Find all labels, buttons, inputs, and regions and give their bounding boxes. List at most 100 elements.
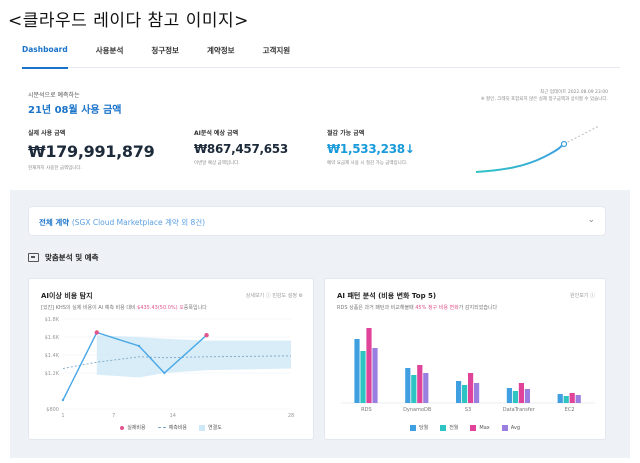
metric-note: 예약 요금제 사용 시 절감 가능 금액입니다. — [327, 161, 408, 166]
chart-legend: 실제비용 예측비용 연결도 — [29, 424, 313, 431]
y-tick-label: $1.8K — [45, 317, 60, 323]
metric-note: 이번달 예상 금액입니다. — [194, 161, 240, 166]
bar-전월 — [411, 375, 417, 403]
legend-label: 실제비용 — [127, 425, 146, 431]
tab-customer-support[interactable]: 고객지원 — [262, 46, 291, 55]
sub-suffix: 증폭입니다 — [183, 305, 207, 311]
legend-item-prev: 전월 — [440, 424, 458, 431]
tab-contract-info[interactable]: 계약정보 — [206, 46, 235, 55]
legend-item-max: Max — [470, 424, 490, 431]
y-tick-label: $1.6K — [45, 335, 60, 341]
y-tick-label: $1.2K — [45, 371, 60, 377]
card-tools[interactable]: 상세보기 ⓘ 민감도 설정 ⚙ — [245, 293, 303, 299]
usage-trend-sparkline — [475, 125, 600, 173]
bar-당월 — [506, 388, 512, 403]
main-nav: Dashboard 사용분석 청구정보 계약정보 고객지원 — [22, 40, 620, 69]
x-tick-label: 7 — [112, 413, 115, 419]
section-header: 맞춤분석 및 예측 — [28, 252, 99, 263]
card-subtitle: RDS 상품은 과거 패턴과 비교해볼때 45% 청구 비용 변화가 감지되었습… — [337, 304, 607, 311]
metric-label: 절감 가능 금액 — [327, 130, 365, 137]
bar-Avg — [575, 395, 581, 403]
summary-side-note: 최근 업데이트 2022.08.09 23:00 ※ 할인, 크레딧 포함되지 … — [448, 90, 608, 104]
section-title: 맞춤분석 및 예측 — [45, 253, 99, 262]
bar-Avg — [474, 383, 480, 403]
card-title: AI이상 비용 탐지 — [41, 292, 93, 300]
legend-label: 연결도 — [208, 425, 222, 431]
confidence-band — [96, 335, 292, 378]
metric-value: ₩867,457,653 — [194, 142, 288, 156]
x-tick-label: EC2 — [565, 407, 575, 413]
legend-label: 전월 — [449, 425, 459, 431]
sub-suffix: 가 감지되었습니다 — [458, 305, 498, 311]
x-tick-label: DynamoDB — [403, 407, 432, 413]
bar-전월 — [563, 396, 569, 403]
legend-item-avg: Avg — [501, 424, 520, 431]
bar-Max — [417, 365, 423, 403]
bar-당월 — [354, 339, 360, 403]
card-tools[interactable]: 원인보기 ⓘ — [570, 293, 595, 299]
anomaly-detection-card: AI이상 비용 탐지 상세보기 ⓘ 민감도 설정 ⚙ [있진] KHS의 실제 … — [28, 278, 314, 440]
image-caption: <클라우드 레이다 참고 이미지> — [8, 11, 249, 31]
data-point-actual — [61, 398, 65, 402]
x-tick-label: RDS — [361, 407, 372, 413]
legend-swatch — [199, 424, 205, 431]
legend-item-forecast: 예측비용 — [157, 424, 187, 431]
chevron-down-icon[interactable]: ⌄ — [587, 215, 595, 225]
bar-Max — [468, 373, 474, 403]
sub-prefix: RDS 상품은 과거 패턴과 비교해볼때 — [337, 305, 416, 311]
analysis-icon — [28, 253, 39, 262]
data-point-actual — [94, 330, 99, 335]
contract-filter-main: 전체 계약 — [39, 218, 70, 227]
legend-dash — [157, 427, 166, 428]
summary-subtitle: 시분석으로 예측하는 — [28, 92, 80, 99]
bar-Max — [518, 383, 524, 403]
bar-Avg — [372, 348, 378, 403]
card-subtitle: [있진] KHS의 실제 비용이 AI 예측 비용 대비 $435.43(50.… — [41, 304, 311, 311]
sparkline-current-point — [560, 140, 568, 148]
sub-highlight: 45% 청구 비용 변화 — [415, 305, 459, 311]
legend-label: Avg — [510, 424, 520, 431]
legend-swatch — [501, 424, 508, 431]
pattern-bar-chart: RDS DynamoDB S3 DataTransfer EC2 — [341, 328, 595, 413]
legend-label: 예측비용 — [168, 425, 187, 431]
usage-summary: 시분석으로 예측하는 21년 08월 사용 금액 최근 업데이트 2022.08… — [22, 70, 620, 182]
x-tick-label: DataTransfer — [503, 407, 536, 413]
legend-swatch — [440, 424, 447, 431]
last-updated-note: 최근 업데이트 2022.08.09 23:00 — [540, 90, 608, 95]
bar-Max — [569, 393, 575, 403]
legend-label: 당월 — [418, 425, 429, 431]
bar-당월 — [557, 394, 563, 403]
x-tick-label: 14 — [170, 413, 176, 419]
metric-ai-forecast: AI분석 예상 금액 ₩867,457,653 이번달 예상 금액입니다. — [194, 128, 288, 166]
bar-당월 — [405, 368, 411, 403]
bar-전월 — [512, 391, 518, 403]
analysis-panel: 전체 계약 (SGX Cloud Marketplace 계약 외 8건) ⌄ … — [10, 190, 630, 458]
pattern-analysis-card: AI 패턴 분석 (비용 변화 Top 5) 원인보기 ⓘ RDS 상품은 과거… — [324, 278, 606, 440]
legend-dot — [120, 425, 125, 430]
tab-billing-info[interactable]: 청구정보 — [151, 46, 179, 55]
metric-value: ₩1,533,238↓ — [327, 142, 415, 156]
contract-filter-detail: (SGX Cloud Marketplace 계약 외 8건) — [71, 218, 206, 227]
legend-swatch — [409, 424, 416, 431]
sparkline-forecast — [563, 125, 600, 145]
contract-filter-dropdown[interactable]: 전체 계약 (SGX Cloud Marketplace 계약 외 8건) ⌄ — [28, 206, 606, 236]
legend-item-band: 연결도 — [199, 424, 222, 431]
metric-label: AI분석 예상 금액 — [194, 130, 239, 137]
sub-highlight: $435.43(50.0%) 오 — [137, 305, 184, 311]
y-tick-label: $800 — [46, 407, 59, 413]
data-point-actual — [163, 371, 166, 375]
bar-전월 — [462, 385, 468, 403]
tab-dashboard[interactable]: Dashboard — [22, 40, 68, 69]
chart-legend: 당월 전월 Max Avg — [325, 424, 605, 431]
bar-당월 — [456, 381, 462, 403]
y-tick-label: $1.4K — [45, 353, 60, 359]
data-point-actual — [137, 344, 141, 348]
legend-item-current: 당월 — [409, 424, 429, 431]
x-tick-label: 1 — [61, 413, 64, 419]
metric-label: 실제 사용 금액 — [28, 130, 66, 137]
tab-usage-analysis[interactable]: 사용분석 — [95, 46, 124, 55]
summary-title: 21년 08월 사용 금액 — [28, 105, 122, 116]
legend-label: Max — [479, 424, 490, 431]
data-point-actual — [204, 333, 209, 338]
contract-filter-label: 전체 계약 (SGX Cloud Marketplace 계약 외 8건) — [39, 217, 205, 228]
